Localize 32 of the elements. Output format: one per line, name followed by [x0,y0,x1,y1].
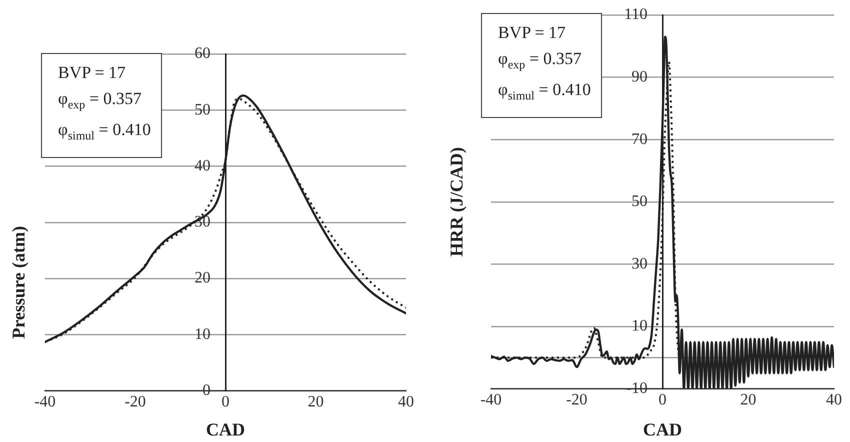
x-tick-label: 0 [222,394,230,411]
y-tick-label: 90 [632,68,648,86]
annotation: φ$_{exp}$ = 0.357 [58,88,142,114]
y-tick-label: 60 [194,45,210,62]
y-tick-label: 50 [194,101,210,118]
y-axis-title: HRR (J/CAD) [446,147,467,257]
x-tick-label: -20 [124,394,146,411]
x-tick-label: 20 [308,394,324,411]
x-axis-title: CAD [206,420,245,440]
x-tick-label: -40 [34,394,56,411]
x-tick-label: 40 [826,392,842,409]
y-tick-label: 110 [624,6,648,24]
x-tick-label: 20 [740,392,756,409]
x-tick-label: 0 [658,392,666,409]
y-tick-label: 70 [632,130,648,148]
y-tick-label: 40 [194,157,210,174]
x-tick-label: -40 [480,392,502,409]
y-tick-label: 30 [632,255,648,272]
y-tick-label: 30 [194,214,210,231]
y-tick-label: 10 [632,318,648,335]
y-tick-label: 20 [194,270,210,287]
x-axis-title: CAD [643,420,682,440]
annotation: φ$_{simul}$ = 0.410 [58,119,151,145]
x-tick-label: 40 [398,394,414,411]
annotation: φ$_{exp}$ = 0.357 [498,48,582,74]
annotation: φ$_{simul}$ = 0.410 [498,79,591,105]
x-tick-label: -20 [566,392,588,409]
y-axis-title: Pressure (atm) [8,226,29,339]
y-tick-label: 50 [632,193,648,210]
annotation: BVP = 17 [498,22,567,44]
annotation: BVP = 17 [58,62,127,84]
y-tick-label: 10 [194,326,210,343]
